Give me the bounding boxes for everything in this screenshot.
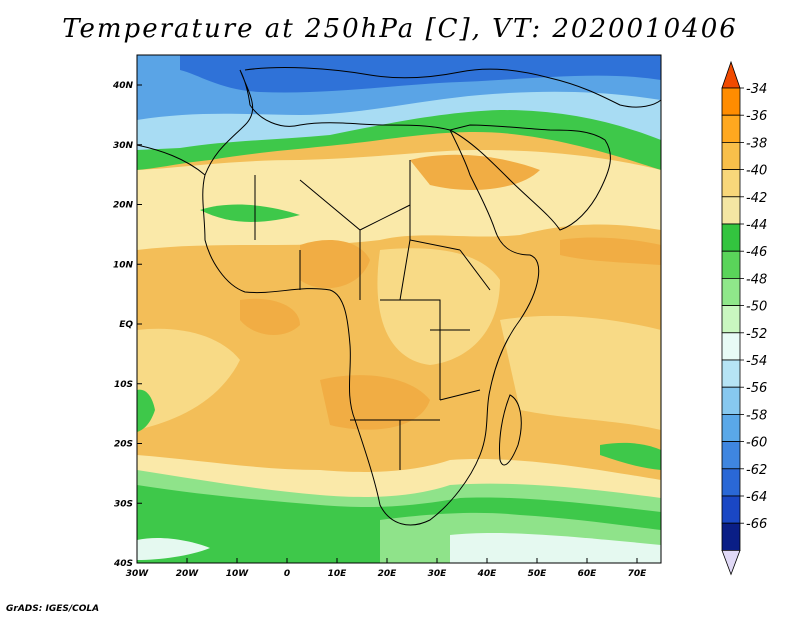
lon-label: 30W [126,569,150,579]
colorbar-band [721,223,741,252]
lon-label: 0 [284,569,290,579]
colorbar-band [721,169,741,198]
coastlines [137,67,661,526]
lat-label: 40N [112,81,134,91]
credit-text: GrADS: IGES/COLA [6,604,100,614]
lat-label: 30S [114,499,133,509]
lat-label: 10S [114,380,133,390]
colorbar-band [721,250,741,279]
colorbar: -34 -36 -38 -40 -42 -44 -46 -48 -50 -52 -54 -56 -58 -… [721,60,767,576]
colorbar-band [721,114,741,143]
map-frame [136,54,662,564]
colorbar-band [721,196,741,225]
colorbar-label: -62 [746,463,767,478]
chart-title: Temperature at 250hPa [C], VT: 202001040… [62,14,738,44]
colorbar-label: -34 [746,82,767,97]
colorbar-label: -42 [746,191,767,206]
colorbar-label: -66 [746,517,767,532]
lon-label: 40E [477,569,498,579]
colorbar-top-arrow [721,60,741,89]
colorbar-band [721,413,741,442]
lon-label: 30E [428,569,448,579]
colorbar-bottom-arrow [721,550,741,576]
lon-label: 70E [628,569,648,579]
lon-label: 10W [226,569,250,579]
lon-label: 50E [528,569,548,579]
colorbar-label: -54 [746,354,767,369]
lat-label: 20S [114,440,133,450]
colorbar-band [721,386,741,415]
colorbar-band [721,359,741,388]
lat-label: 10N [113,260,134,270]
lat-label: 40S [113,559,133,569]
colorbar-label: -56 [746,381,767,396]
colorbar-band [721,141,741,170]
colorbar-label: -46 [746,245,767,260]
lon-label: 10E [328,569,348,579]
lon-label: 20W [176,569,200,579]
colorbar-band [721,495,741,524]
latitude-axis: 40N 30N 20N 10N EQ 10S 20S 30S 40S [112,81,142,569]
colorbar-label: -64 [746,490,767,505]
colorbar-label: -38 [746,136,767,151]
lat-label: EQ [119,320,133,330]
colorbar-label: -48 [746,272,767,287]
colorbar-band [721,441,741,470]
colorbar-label: -44 [746,218,767,233]
colorbar-band [721,522,741,551]
lat-label: 30N [113,141,134,151]
colorbar-label: -58 [746,408,767,423]
colorbar-band [721,277,741,306]
colorbar-label: -60 [746,436,767,451]
colorbar-label: -52 [746,327,767,342]
longitude-axis: 30W 20W 10W 0 10E 20E 30E 40E 50E 60E 70E [126,558,647,579]
colorbar-label: -36 [746,109,767,124]
lon-label: 60E [578,569,598,579]
lat-label: 20N [113,201,134,211]
lon-label: 20E [378,569,398,579]
colorbar-label: -50 [746,300,767,315]
colorbar-band [721,87,741,116]
temperature-field [137,55,661,563]
colorbar-band [721,468,741,497]
colorbar-band [721,332,741,361]
colorbar-label: -40 [746,164,767,179]
colorbar-band [721,305,741,334]
